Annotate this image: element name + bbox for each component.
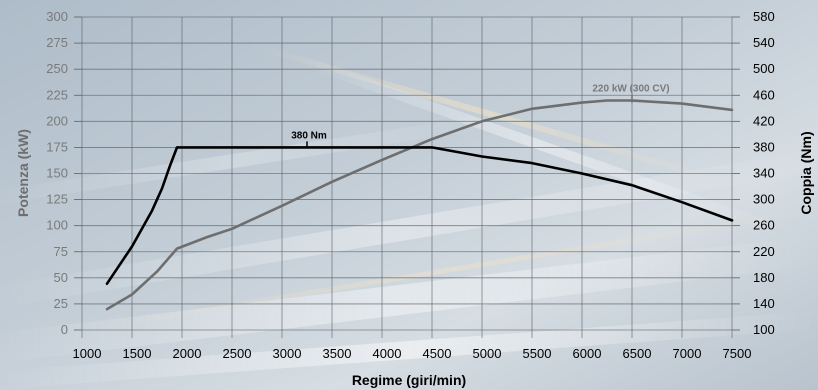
y-left-tick-label: 200 bbox=[46, 113, 68, 128]
annotations: 380 Nm 220 kW (300 CV) bbox=[291, 83, 670, 148]
power-curve-line bbox=[105, 99, 734, 311]
y-left-tick-label: 300 bbox=[46, 9, 68, 24]
x-axis-title: Regime (giri/min) bbox=[352, 372, 466, 388]
y-left-tick-label: 0 bbox=[61, 322, 68, 337]
x-tick-label: 4000 bbox=[373, 346, 402, 361]
y-right-tick-label: 460 bbox=[753, 87, 775, 102]
x-tick-label: 1000 bbox=[73, 346, 102, 361]
x-tick-label: 6500 bbox=[623, 346, 652, 361]
y-right-tick-label: 540 bbox=[753, 35, 775, 50]
x-tick-label: 7500 bbox=[723, 346, 752, 361]
annotation-label: 380 Nm bbox=[291, 130, 327, 141]
y-right-tick-label: 300 bbox=[753, 192, 775, 207]
torque-curve-line bbox=[105, 146, 734, 285]
y-left-tick-label: 175 bbox=[46, 139, 68, 154]
y-right-tick-label: 420 bbox=[753, 113, 775, 128]
y-right-tick-label: 580 bbox=[753, 9, 775, 24]
y-left-tick-label: 75 bbox=[54, 244, 68, 259]
y-axis-right-title: Coppia (Nm) bbox=[798, 131, 814, 214]
x-tick-label: 1500 bbox=[123, 346, 152, 361]
x-tick-label: 2000 bbox=[173, 346, 202, 361]
y-left-tick-label: 150 bbox=[46, 166, 68, 181]
x-tick-label: 2500 bbox=[223, 346, 252, 361]
x-tick-label: 5500 bbox=[523, 346, 552, 361]
y-right-tick-label: 500 bbox=[753, 61, 775, 76]
y-right-tick-label: 220 bbox=[753, 244, 775, 259]
y-right-tick-label: 140 bbox=[753, 296, 775, 311]
tick-labels: 0 100 25 140 50 180 75 220 100 260 125 300 150 340 175… bbox=[46, 9, 774, 361]
x-tick-label: 3500 bbox=[323, 346, 352, 361]
y-left-tick-label: 50 bbox=[54, 270, 68, 285]
grid bbox=[74, 16, 740, 338]
y-left-tick-label: 275 bbox=[46, 35, 68, 50]
y-axis-left-title: Potenza (kW) bbox=[15, 129, 31, 217]
y-right-tick-label: 340 bbox=[753, 166, 775, 181]
x-tick-label: 6000 bbox=[573, 346, 602, 361]
y-right-tick-label: 380 bbox=[753, 139, 775, 154]
x-tick-label: 5000 bbox=[473, 346, 502, 361]
y-right-tick-label: 100 bbox=[753, 322, 775, 337]
annotation-label: 220 kW (300 CV) bbox=[592, 83, 669, 94]
x-tick-label: 3000 bbox=[273, 346, 302, 361]
y-left-tick-label: 125 bbox=[46, 192, 68, 207]
y-right-tick-label: 180 bbox=[753, 270, 775, 285]
y-right-tick-label: 260 bbox=[753, 218, 775, 233]
x-tick-label: 7000 bbox=[673, 346, 702, 361]
series bbox=[105, 99, 734, 311]
y-left-tick-label: 225 bbox=[46, 87, 68, 102]
y-left-tick-label: 100 bbox=[46, 218, 68, 233]
y-left-tick-label: 25 bbox=[54, 296, 68, 311]
x-tick-label: 4500 bbox=[423, 346, 452, 361]
y-left-tick-label: 250 bbox=[46, 61, 68, 76]
